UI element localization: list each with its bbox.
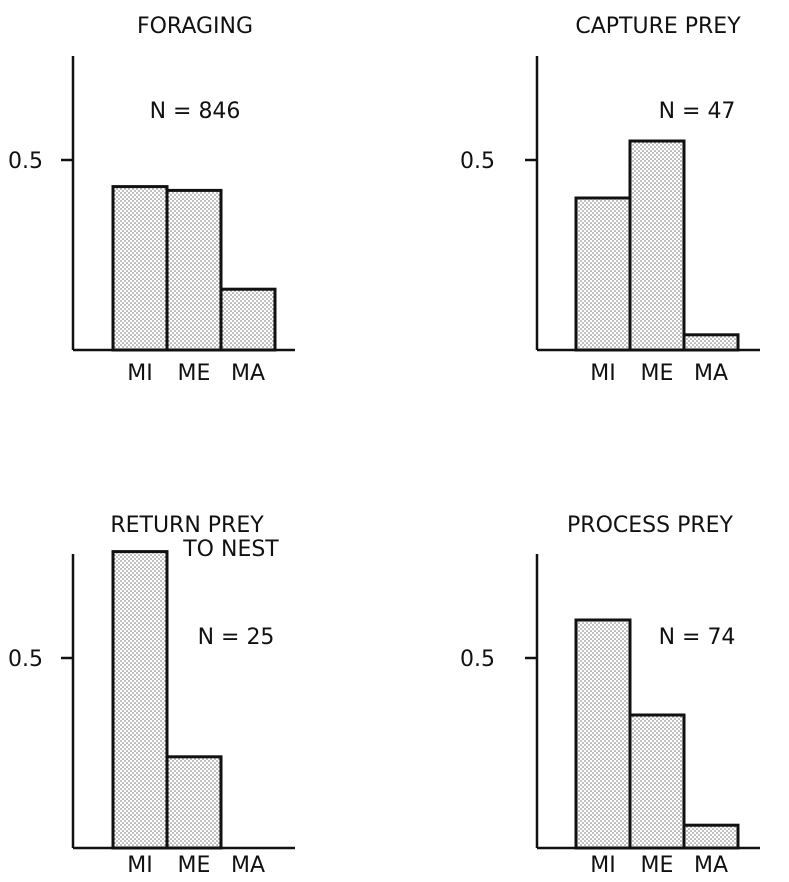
category-label: MI bbox=[590, 853, 615, 878]
category-label: ME bbox=[641, 853, 674, 878]
category-label: MI bbox=[590, 361, 615, 386]
category-label: ME bbox=[641, 361, 674, 386]
bar-mi bbox=[111, 185, 169, 352]
bar-mi bbox=[574, 196, 632, 352]
chart-panel-4: PROCESS PREY N = 74 0.5 MI ME MA bbox=[460, 513, 760, 878]
category-label: MI bbox=[127, 853, 152, 878]
bar-mi bbox=[111, 550, 169, 850]
category-label: ME bbox=[178, 361, 211, 386]
category-label: MA bbox=[694, 361, 728, 386]
bar-ma bbox=[682, 333, 740, 352]
sample-size-label: N = 74 bbox=[659, 625, 736, 650]
chart-title: PROCESS PREY bbox=[567, 513, 734, 538]
chart-panel-3: RETURN PREY TO NEST N = 25 0.5 MI ME MA bbox=[8, 513, 295, 878]
bar-ma bbox=[219, 287, 277, 352]
sample-size-label: N = 846 bbox=[150, 99, 241, 124]
sample-size-label: N = 25 bbox=[198, 625, 275, 650]
category-label: MA bbox=[231, 361, 265, 386]
chart-title: FORAGING bbox=[137, 14, 253, 39]
category-label: MI bbox=[127, 361, 152, 386]
y-tick-label: 0.5 bbox=[8, 149, 43, 174]
y-tick-label: 0.5 bbox=[8, 647, 43, 672]
chart-title: RETURN PREY TO NEST bbox=[110, 513, 279, 562]
bar-me bbox=[628, 713, 686, 850]
y-tick-label: 0.5 bbox=[460, 149, 495, 174]
bar-ma bbox=[682, 823, 740, 850]
bar-me bbox=[165, 188, 223, 352]
category-label: MA bbox=[694, 853, 728, 878]
y-tick-label: 0.5 bbox=[460, 647, 495, 672]
chart-panel-2: CAPTURE PREY N = 47 0.5 MI ME MA bbox=[460, 14, 760, 386]
category-label: ME bbox=[178, 853, 211, 878]
sample-size-label: N = 47 bbox=[659, 99, 736, 124]
chart-title: CAPTURE PREY bbox=[575, 14, 741, 39]
bar-me bbox=[628, 139, 686, 352]
bar-mi bbox=[574, 618, 632, 850]
category-label: MA bbox=[231, 853, 265, 878]
bar-me bbox=[165, 755, 223, 850]
chart-panel-1: FORAGING N = 846 0.5 MI ME MA bbox=[8, 14, 295, 386]
